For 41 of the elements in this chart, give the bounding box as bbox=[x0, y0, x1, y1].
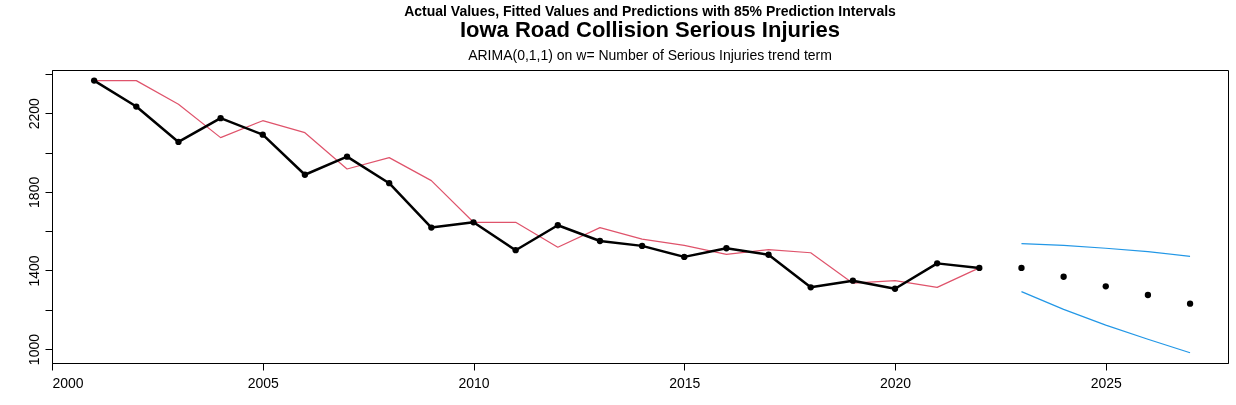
chart-subtitle: ARIMA(0,1,1) on w= Number of Serious Injuries trend term bbox=[468, 47, 832, 63]
point bbox=[849, 277, 857, 284]
line-series bbox=[1020, 243, 1191, 257]
point bbox=[217, 114, 224, 122]
point bbox=[1144, 291, 1152, 299]
point bbox=[428, 224, 435, 231]
x-tick-label: 2025 bbox=[1090, 374, 1123, 391]
point bbox=[386, 180, 393, 187]
point bbox=[90, 77, 98, 84]
y-tick-label: 1400 bbox=[25, 255, 42, 287]
y-tick-label: 1800 bbox=[25, 176, 42, 208]
point bbox=[638, 242, 646, 250]
point bbox=[470, 219, 477, 226]
y-tick-label: 1000 bbox=[25, 333, 42, 366]
y-tick-label: 2200 bbox=[25, 97, 42, 130]
x-tick-label: 2015 bbox=[669, 374, 701, 391]
point bbox=[259, 131, 266, 138]
point bbox=[934, 260, 941, 267]
point bbox=[512, 247, 519, 254]
x-tick-label: 2000 bbox=[52, 374, 84, 391]
point bbox=[807, 284, 814, 291]
line-series bbox=[1020, 291, 1191, 354]
x-tick-label: 2005 bbox=[247, 374, 280, 391]
point bbox=[175, 138, 182, 146]
point bbox=[133, 103, 140, 110]
point bbox=[1018, 264, 1025, 272]
point bbox=[1102, 283, 1109, 290]
x-tick-label: 2010 bbox=[458, 374, 490, 391]
point bbox=[1060, 273, 1067, 280]
point bbox=[596, 237, 604, 245]
point bbox=[681, 253, 688, 261]
point bbox=[723, 245, 730, 252]
point bbox=[343, 153, 351, 160]
text: Actual Values, Fitted Values and Predictions with 85% Prediction Intervals bbox=[404, 3, 897, 19]
point bbox=[554, 222, 561, 229]
point bbox=[891, 285, 899, 292]
point bbox=[976, 264, 983, 272]
x-tick-label: 2020 bbox=[879, 374, 912, 391]
point bbox=[301, 171, 309, 178]
point bbox=[765, 251, 772, 258]
point bbox=[1186, 300, 1194, 307]
